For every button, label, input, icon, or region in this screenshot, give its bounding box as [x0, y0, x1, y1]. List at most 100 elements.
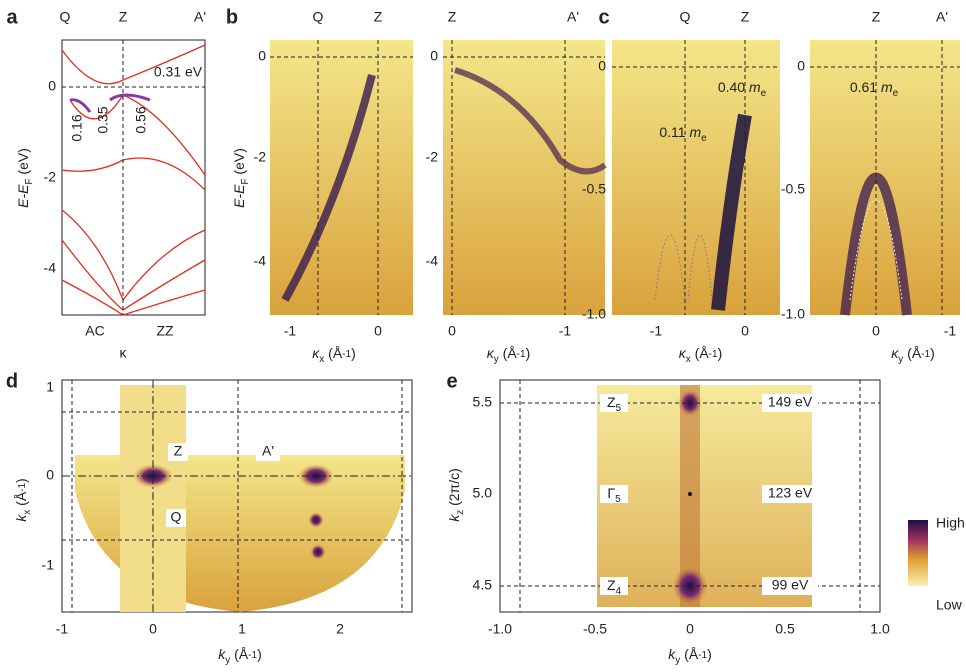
text-part: (eV) — [15, 148, 31, 178]
text-part: y — [225, 655, 230, 666]
text-part: Z — [607, 394, 616, 410]
text-part: k — [446, 514, 462, 522]
y-tick-label: -0.5 — [582, 181, 606, 197]
text-part: ) — [707, 646, 712, 662]
text-part: y — [675, 655, 680, 666]
y-tick-label: -2 — [44, 169, 57, 185]
y-tick-label: 5.5 — [473, 394, 493, 410]
x-tick-label: -1 — [559, 323, 572, 339]
text-part: 0.61 — [850, 79, 881, 95]
y-tick-label: 5.0 — [473, 485, 493, 501]
point-label: Q — [313, 9, 324, 25]
point-label: Z — [448, 9, 457, 25]
point-label: Γ5 — [607, 485, 621, 505]
y-tick-label: -4 — [254, 253, 267, 269]
energy-label: 99 eV — [772, 577, 809, 593]
panel-letter: a — [6, 6, 18, 28]
text-part: -1 — [342, 349, 351, 360]
text-part: (Å — [680, 646, 699, 662]
point-label: Z — [872, 9, 881, 25]
text-part: -1 — [921, 349, 930, 360]
y-tick-label: 0 — [258, 48, 266, 64]
text-part: (Å — [230, 646, 249, 662]
annotation: 0.40 me — [718, 79, 767, 99]
label-box — [600, 394, 628, 412]
y-tick-label: 4.5 — [473, 577, 493, 593]
point-label: Z — [174, 443, 183, 459]
y-tick-label: -1.0 — [781, 306, 805, 322]
text-part: -1 — [709, 349, 718, 360]
annotation: 0.56 — [133, 106, 149, 133]
panel-d-plot — [61, 379, 413, 613]
colorbar-label: Low — [936, 597, 963, 613]
text-part: m — [689, 124, 701, 140]
colorbar-label: High — [936, 515, 965, 531]
text-part: (2π/c) — [446, 468, 462, 510]
text-part: ) — [257, 646, 262, 662]
x-tick-label: -1 — [56, 621, 69, 637]
text-part: F — [240, 178, 251, 184]
text-part: z — [455, 510, 466, 515]
y-tick-label: -1 — [42, 557, 55, 573]
text-part: (Å — [499, 345, 518, 361]
point-label: A' — [936, 9, 948, 25]
point-label: Z — [374, 9, 383, 25]
panel-letter: b — [226, 6, 238, 28]
annotation: 0.35 — [95, 106, 111, 133]
text-part: 5 — [615, 494, 621, 505]
label-box — [762, 485, 818, 503]
y-tick-label: 0 — [598, 58, 606, 74]
label-box — [168, 443, 188, 461]
text-part: ) — [13, 478, 29, 483]
x-tick-label: -0.5 — [583, 621, 607, 637]
point-label: A' — [262, 443, 274, 459]
point-label: A' — [194, 9, 206, 25]
x-tick-label: 0 — [872, 323, 880, 339]
text-part: (Å — [13, 491, 29, 510]
point-label: Z4 — [607, 577, 622, 597]
energy-label: 149 eV — [768, 394, 813, 410]
y-tick-label: -0.5 — [781, 181, 805, 197]
x-tick-label: 2 — [336, 621, 344, 637]
axis-label: ky (Å-1) — [668, 646, 711, 666]
text-part: κ — [891, 345, 899, 361]
text-part: m — [881, 79, 893, 95]
text-part: E-E — [231, 184, 247, 208]
text-part: m — [749, 79, 761, 95]
text-part: E-E — [15, 184, 31, 208]
text-part: κ — [679, 345, 687, 361]
text-part: e — [701, 133, 707, 144]
x-axis-label: κ — [120, 345, 128, 361]
text-part: κ — [487, 345, 495, 361]
panel-e-plot — [499, 379, 928, 613]
text-part: x — [686, 354, 691, 365]
text-part: x — [22, 510, 33, 515]
x-tick-label: -1 — [650, 323, 663, 339]
panel-letter: d — [6, 370, 18, 392]
text-part: κ — [312, 345, 320, 361]
text-part: ) — [718, 345, 723, 361]
y-tick-label: 1 — [46, 379, 54, 395]
text-part: y — [898, 354, 903, 365]
text-part: ) — [351, 345, 356, 361]
label-box — [762, 394, 818, 412]
text-part: -1 — [517, 349, 526, 360]
text-part: ) — [526, 345, 531, 361]
y-tick-label: -4 — [426, 253, 439, 269]
panel-letter: e — [446, 370, 457, 392]
panel-c-images — [612, 40, 960, 316]
y-tick-label: -2 — [426, 149, 439, 165]
text-part: 0.11 — [659, 124, 689, 140]
point-label: Q — [680, 9, 691, 25]
axis-label: E-EF (eV) — [231, 148, 251, 208]
point-label: Q — [60, 9, 71, 25]
text-part: (Å — [691, 345, 710, 361]
text-part: y — [494, 354, 499, 365]
axis-label: ky (Å-1) — [218, 646, 261, 666]
y-tick-label: -1.0 — [582, 306, 606, 322]
text-part: -1 — [248, 650, 257, 661]
text-part: ) — [930, 345, 935, 361]
x-tick-label: 1 — [238, 621, 246, 637]
x-label: AC — [85, 323, 104, 339]
axis-label: κx (Å-1) — [679, 345, 722, 365]
